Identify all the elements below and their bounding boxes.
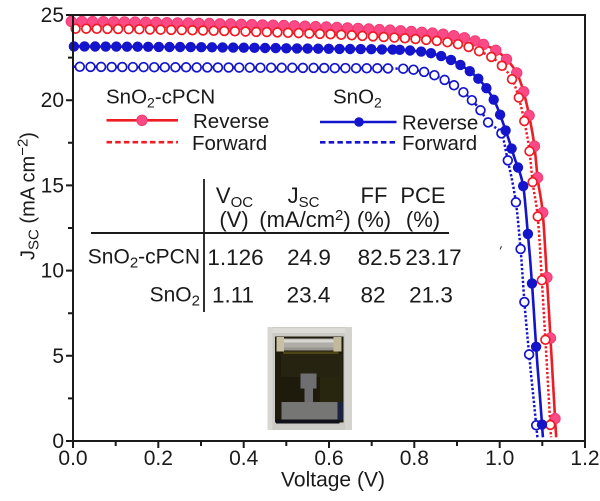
svg-text:(V): (V) xyxy=(219,207,248,232)
svg-text:SnO2: SnO2 xyxy=(150,284,200,310)
svg-text:23.17: 23.17 xyxy=(405,245,461,270)
svg-text:SnO2-cPCN: SnO2-cPCN xyxy=(106,86,215,111)
svg-text:25: 25 xyxy=(41,4,64,27)
svg-text:PCE: PCE xyxy=(400,183,445,208)
svg-text:10: 10 xyxy=(41,260,64,283)
svg-text:0.8: 0.8 xyxy=(400,447,429,470)
svg-text:0.0: 0.0 xyxy=(58,447,87,470)
svg-text:23.4: 23.4 xyxy=(287,283,331,308)
svg-text:20: 20 xyxy=(41,89,64,112)
svg-text:(%): (%) xyxy=(357,207,391,232)
svg-text:1.2: 1.2 xyxy=(570,447,599,470)
svg-text:15: 15 xyxy=(41,174,64,197)
svg-text:(%): (%) xyxy=(406,207,440,232)
svg-text:0.4: 0.4 xyxy=(229,447,259,470)
svg-text:24.9: 24.9 xyxy=(287,245,331,270)
svg-text:SnO2-cPCN: SnO2-cPCN xyxy=(88,246,200,272)
svg-text:FF: FF xyxy=(361,183,388,208)
svg-text:0: 0 xyxy=(52,430,64,453)
svg-text:Forward: Forward xyxy=(192,132,267,155)
svg-text:82: 82 xyxy=(360,283,385,308)
svg-text:SnO2: SnO2 xyxy=(333,86,382,111)
svg-text:0.6: 0.6 xyxy=(314,447,343,470)
svg-text:82.5: 82.5 xyxy=(358,245,402,270)
svg-text:Reverse: Reverse xyxy=(402,112,478,135)
svg-text:1.0: 1.0 xyxy=(485,447,514,470)
svg-text:21.3: 21.3 xyxy=(409,283,453,308)
svg-text:5: 5 xyxy=(52,345,64,368)
svg-text:Voltage (V): Voltage (V) xyxy=(281,469,385,492)
svg-text:1.126: 1.126 xyxy=(207,245,263,270)
svg-text:Forward: Forward xyxy=(402,132,477,155)
svg-text:0.2: 0.2 xyxy=(144,447,173,470)
svg-text:1.11: 1.11 xyxy=(212,283,254,308)
svg-text:Reverse: Reverse xyxy=(193,110,269,133)
